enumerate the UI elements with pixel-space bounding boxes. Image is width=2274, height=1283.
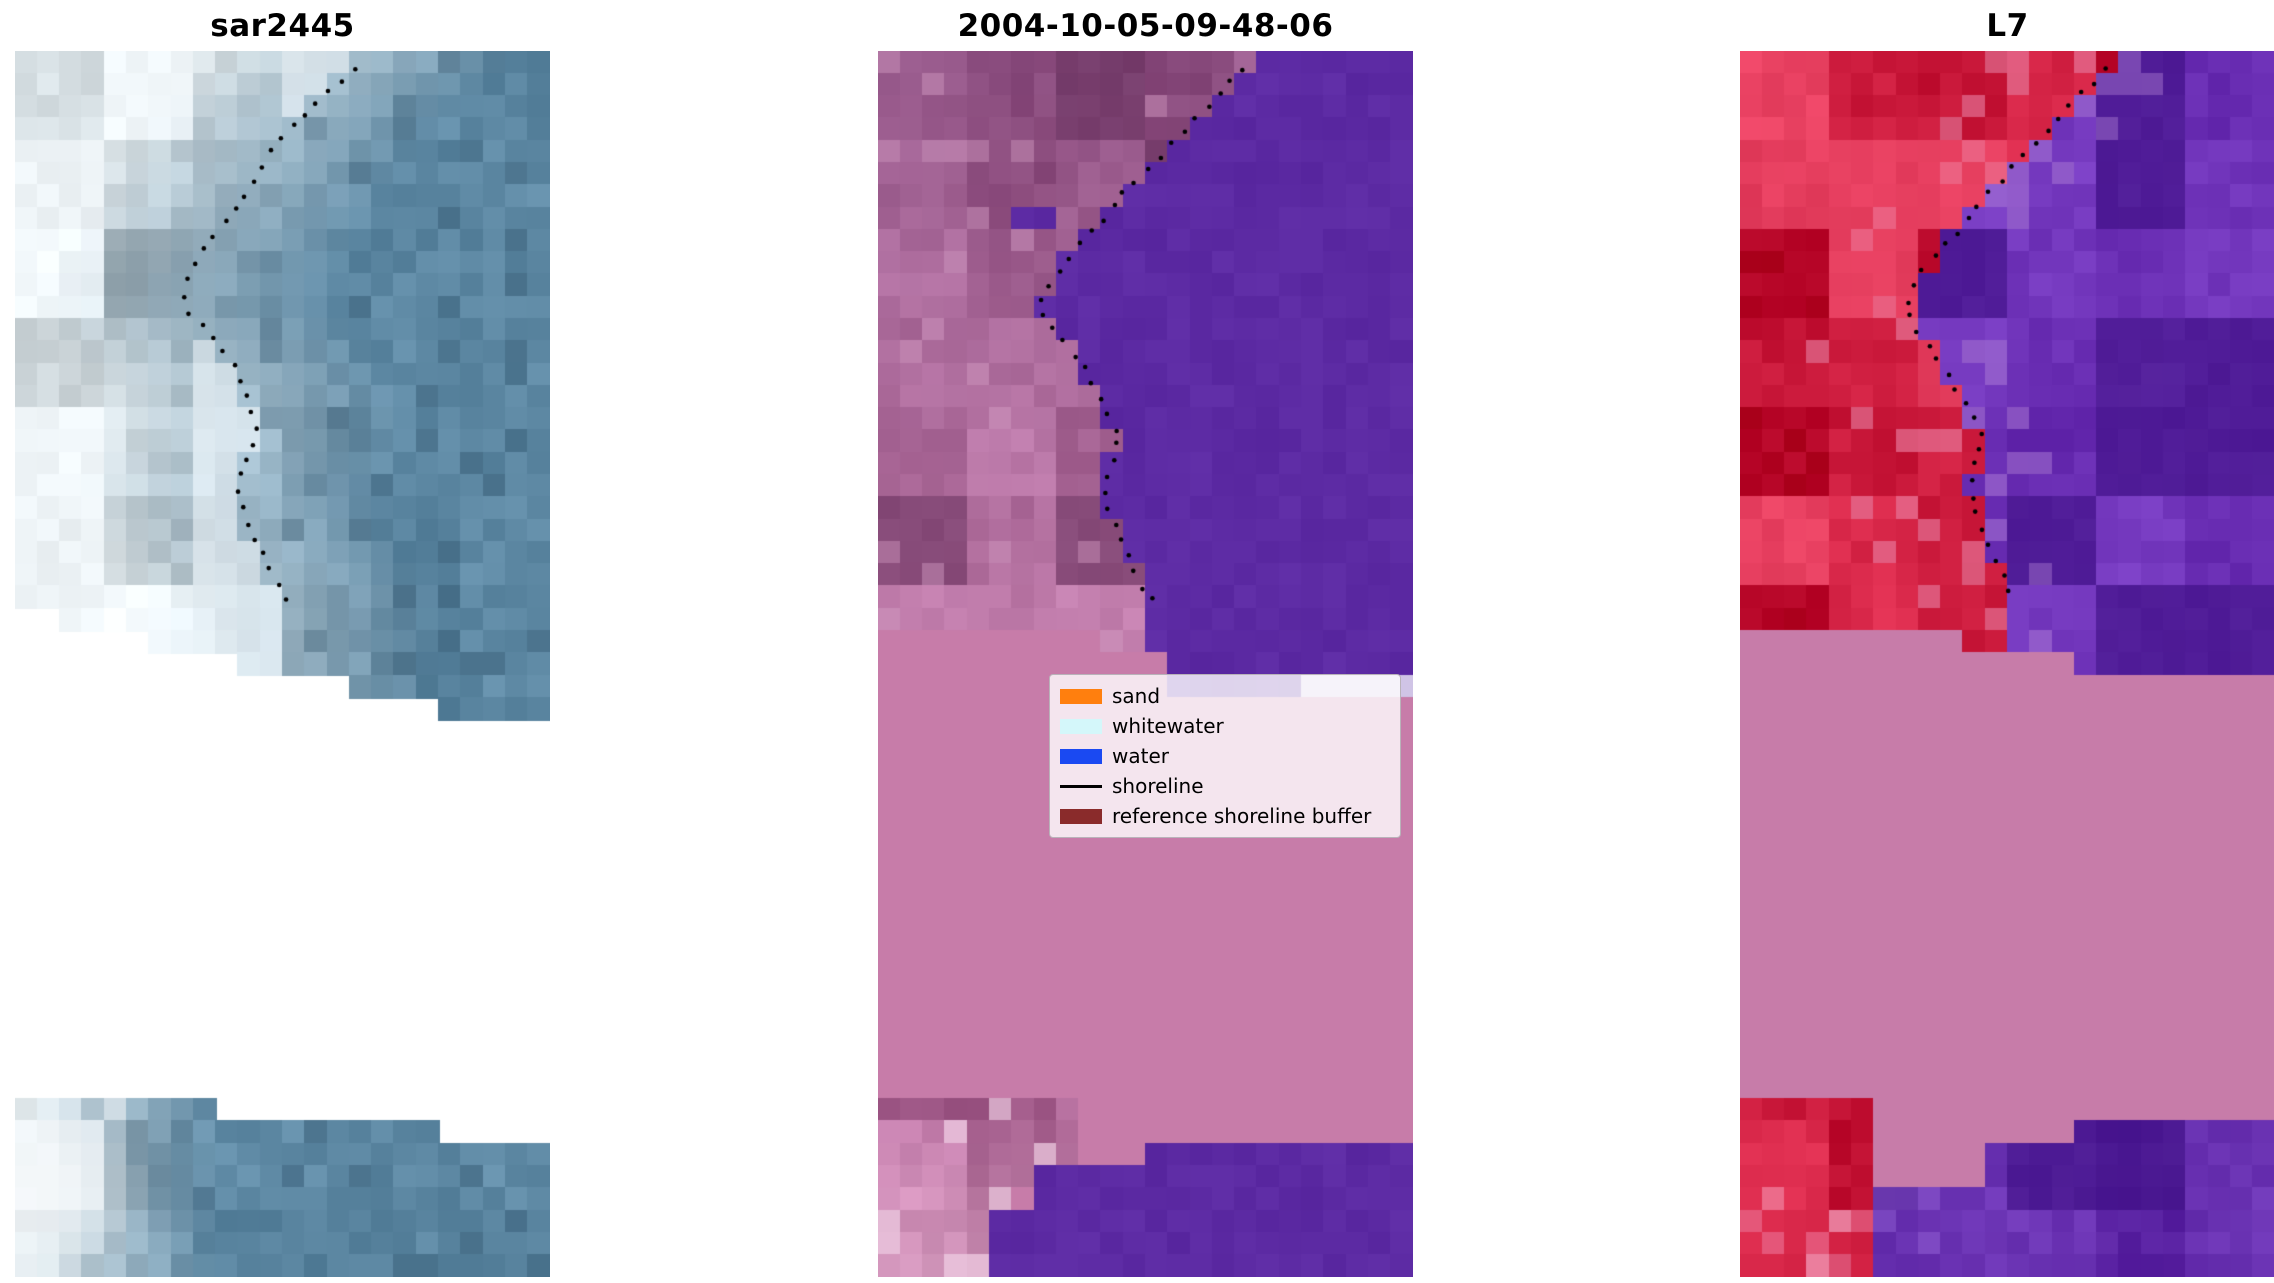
classified-image-wrap: sand whitewater water shoreline reference sh… — [878, 51, 1413, 1277]
sand-swatch — [1060, 688, 1102, 704]
legend: sand whitewater water shoreline reference sh… — [1049, 674, 1401, 838]
legend-item-water: water — [1060, 742, 1390, 770]
sar2445-image-wrap — [15, 51, 550, 1277]
legend-item-reference-shoreline-buffer: reference shoreline buffer — [1060, 802, 1390, 830]
classified-image — [878, 51, 1413, 1277]
legend-item-shoreline: shoreline — [1060, 772, 1390, 800]
legend-item-whitewater: whitewater — [1060, 712, 1390, 740]
whitewater-swatch — [1060, 718, 1102, 734]
panel-title-sar2445: sar2445 — [210, 7, 355, 44]
legend-label: sand — [1112, 684, 1161, 708]
legend-label: whitewater — [1112, 714, 1224, 738]
panel-l7: L7 — [1740, 0, 2274, 1277]
panel-sar2445: sar2445 — [15, 0, 550, 1277]
panel-title-classified: 2004-10-05-09-48-06 — [957, 7, 1334, 44]
shoreline-swatch — [1060, 784, 1102, 788]
l7-image — [1740, 51, 2274, 1277]
l7-image-wrap — [1740, 51, 2274, 1277]
panel-classified: 2004-10-05-09-48-06 sand whitewater water s… — [878, 0, 1413, 1277]
legend-item-sand: sand — [1060, 682, 1390, 710]
legend-label: reference shoreline buffer — [1112, 804, 1372, 828]
legend-label: shoreline — [1112, 774, 1204, 798]
legend-label: water — [1112, 744, 1169, 768]
reference-shoreline-buffer-swatch — [1060, 808, 1102, 824]
panel-title-l7: L7 — [1986, 7, 2029, 44]
sar2445-image — [15, 51, 550, 1277]
water-swatch — [1060, 748, 1102, 764]
